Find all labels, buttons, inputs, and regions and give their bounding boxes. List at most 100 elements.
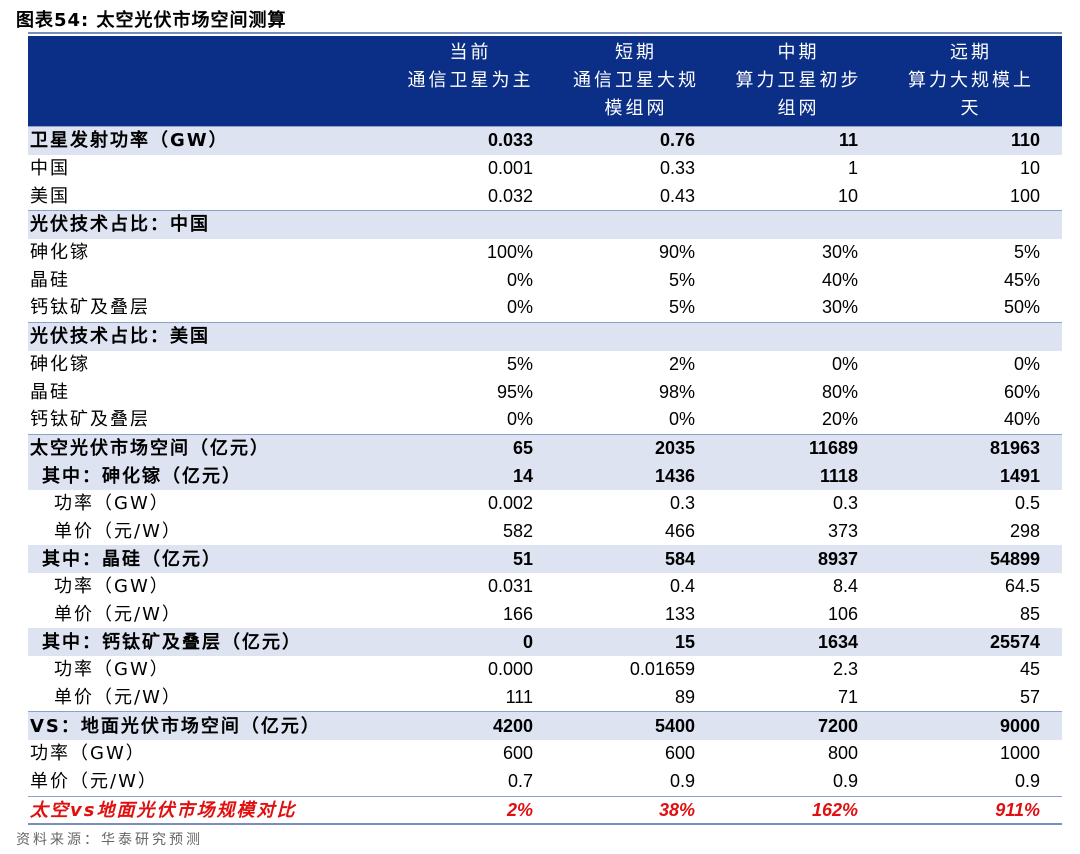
value-cell xyxy=(555,321,717,351)
value-cell: 1634 xyxy=(717,628,880,657)
header-col-short-term: 短期 通信卫星大规 模组网 xyxy=(555,36,717,127)
value-cell: 57 xyxy=(1019,687,1040,708)
table-row: VS：地面光伏市场空间（亿元） 4200 5400 7200 9000 xyxy=(28,711,1062,741)
value-cell: 54899 xyxy=(880,545,1062,573)
value-cell: 166 xyxy=(502,604,533,625)
value-cell: 600 xyxy=(502,743,533,764)
value-cell: 373 xyxy=(827,520,858,541)
value-cell: 0% xyxy=(668,409,695,430)
row-label: 功率（GW） xyxy=(54,576,170,598)
value-cell: 80% xyxy=(821,381,858,402)
top-rule xyxy=(28,32,1062,34)
table-body: 卫星发射功率（GW） 0.033 0.76 11 110 中国 0.001 0.33 1 10 美国… xyxy=(28,125,1062,825)
value-cell: 466 xyxy=(664,520,695,541)
value-cell xyxy=(717,321,880,351)
row-label: 砷化镓 xyxy=(30,242,90,264)
value-cell: 911% xyxy=(880,795,1062,825)
value-cell: 0.032 xyxy=(487,185,533,206)
header-corner xyxy=(28,36,386,127)
row-label: 钙钛矿及叠层 xyxy=(30,297,150,319)
table-row: 单价（元/W） 582 466 373 298 xyxy=(28,518,1062,546)
table-row: 晶硅 95% 98% 80% 60% xyxy=(28,378,1062,406)
table-row: 功率（GW） 600 600 800 1000 xyxy=(28,740,1062,768)
header-col-mid-term: 中期 算力卫星初步 组网 xyxy=(717,36,880,127)
value-cell xyxy=(555,210,717,239)
table-row: 其中：砷化镓（亿元） 14 1436 1118 1491 xyxy=(28,462,1062,490)
row-label: 晶硅 xyxy=(30,381,70,403)
value-cell xyxy=(880,321,1062,351)
figure-title: 图表54: 太空光伏市场空间测算 xyxy=(16,10,287,31)
row-label: 中国 xyxy=(30,158,70,180)
value-cell: 4200 xyxy=(386,711,555,741)
row-label: 其中：砷化镓（亿元） xyxy=(28,462,386,490)
header-col-current: 当前 通信卫星为主 xyxy=(386,36,555,127)
value-cell: 15 xyxy=(555,628,717,657)
header-line: 中期 xyxy=(777,42,820,63)
value-cell: 8.4 xyxy=(832,576,858,597)
source-note: 资料来源：华泰研究预测 xyxy=(16,832,203,848)
value-cell: 8937 xyxy=(717,545,880,573)
value-cell: 2035 xyxy=(555,433,717,463)
value-cell: 5% xyxy=(668,297,695,318)
value-cell: 110 xyxy=(880,125,1062,155)
value-cell: 0% xyxy=(831,353,858,374)
value-cell: 11 xyxy=(717,125,880,155)
header-line: 算力卫星初步 xyxy=(735,70,862,91)
value-cell: 1491 xyxy=(880,462,1062,490)
header-line: 短期 xyxy=(615,42,657,63)
value-cell: 0.7 xyxy=(507,771,533,792)
value-cell: 100% xyxy=(486,242,533,263)
value-cell: 0.031 xyxy=(487,576,533,597)
header-line: 通信卫星大规 xyxy=(573,70,699,91)
table-row: 单价（元/W） 0.7 0.9 0.9 0.9 xyxy=(28,768,1062,796)
value-cell: 9000 xyxy=(880,711,1062,741)
value-cell: 600 xyxy=(664,743,695,764)
table-row: 光伏技术占比：中国 xyxy=(28,210,1062,239)
table-row: 功率（GW） 0.000 0.01659 2.3 45 xyxy=(28,656,1062,684)
value-cell: 45% xyxy=(1003,269,1040,290)
row-label: 美国 xyxy=(30,185,70,207)
value-cell: 100 xyxy=(1009,185,1040,206)
value-cell: 40% xyxy=(1003,409,1040,430)
value-cell xyxy=(717,210,880,239)
table-row: 太空vs地面光伏市场规模对比 2% 38% 162% 911% xyxy=(28,795,1062,825)
header-line: 算力大规模上 xyxy=(908,70,1034,91)
value-cell: 38% xyxy=(555,795,717,825)
value-cell: 5400 xyxy=(555,711,717,741)
value-cell: 0.002 xyxy=(487,493,533,514)
value-cell: 90% xyxy=(658,242,695,263)
header-col-long-term: 远期 算力大规模上 天 xyxy=(880,36,1062,127)
row-label: 光伏技术占比：中国 xyxy=(28,210,386,239)
header-line: 当前 xyxy=(449,42,492,63)
table-row: 砷化镓 5% 2% 0% 0% xyxy=(28,351,1062,379)
row-label: 太空vs地面光伏市场规模对比 xyxy=(28,795,386,825)
table-row: 晶硅 0% 5% 40% 45% xyxy=(28,266,1062,294)
value-cell: 81963 xyxy=(880,433,1062,463)
value-cell: 11689 xyxy=(717,433,880,463)
header-line: 天 xyxy=(960,98,982,119)
value-cell: 5% xyxy=(506,353,533,374)
market-estimate-table: 当前 通信卫星为主 短期 通信卫星大规 模组网 中期 算力卫星初步 组网 远期 … xyxy=(28,36,1062,825)
value-cell: 14 xyxy=(386,462,555,490)
row-label: 太空光伏市场空间（亿元） xyxy=(28,433,386,463)
row-label: 单价（元/W） xyxy=(54,687,182,709)
value-cell: 5% xyxy=(1013,242,1040,263)
value-cell: 0.9 xyxy=(669,771,695,792)
table-row: 其中：钙钛矿及叠层（亿元） 0 15 1634 25574 xyxy=(28,628,1062,657)
value-cell: 85 xyxy=(1019,604,1040,625)
table-row: 美国 0.032 0.43 10 100 xyxy=(28,182,1062,210)
value-cell: 0.3 xyxy=(832,493,858,514)
value-cell: 60% xyxy=(1003,381,1040,402)
row-label: 砷化镓 xyxy=(30,353,90,375)
value-cell xyxy=(880,210,1062,239)
value-cell: 1118 xyxy=(717,462,880,490)
value-cell: 0.33 xyxy=(659,158,695,179)
value-cell: 0.9 xyxy=(1014,771,1040,792)
value-cell: 0.001 xyxy=(487,158,533,179)
value-cell: 162% xyxy=(717,795,880,825)
value-cell: 0.76 xyxy=(555,125,717,155)
header-line: 模组网 xyxy=(604,98,668,119)
value-cell: 582 xyxy=(502,520,533,541)
value-cell: 2% xyxy=(668,353,695,374)
value-cell: 106 xyxy=(827,604,858,625)
